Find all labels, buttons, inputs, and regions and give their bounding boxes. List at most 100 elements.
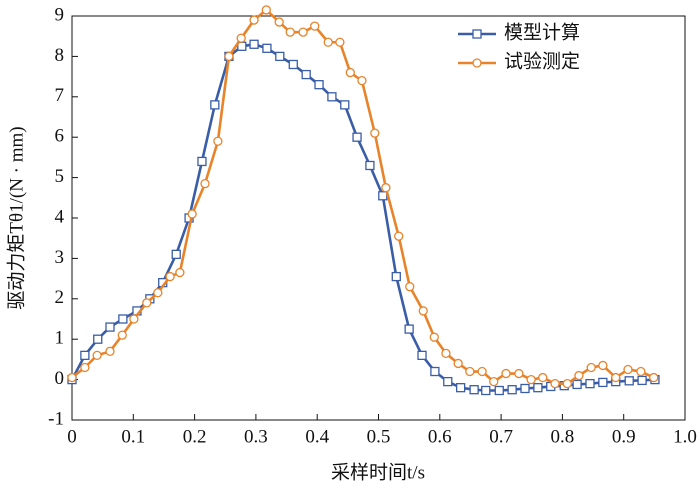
marker — [345, 67, 355, 78]
marker — [129, 314, 139, 324]
marker — [418, 306, 428, 316]
marker — [213, 136, 223, 146]
marker — [514, 368, 524, 379]
x-tick-label: 0.7 — [489, 426, 513, 447]
marker — [405, 282, 415, 292]
marker — [586, 362, 596, 373]
y-tick-label: 8 — [55, 45, 65, 66]
marker — [562, 378, 572, 389]
marker — [429, 332, 439, 342]
y-tick-label: 7 — [55, 85, 65, 106]
x-tick-label: 0.8 — [551, 426, 575, 447]
marker — [598, 377, 608, 388]
marker — [370, 128, 380, 138]
marker — [275, 51, 285, 62]
marker — [624, 376, 634, 386]
marker — [469, 385, 479, 395]
legend-marker — [472, 58, 482, 68]
legend-marker — [472, 29, 482, 39]
marker — [585, 378, 595, 389]
x-tick-label: 0.1 — [121, 426, 145, 447]
marker — [378, 191, 388, 201]
marker — [574, 370, 584, 381]
marker — [236, 33, 246, 43]
marker — [520, 383, 530, 394]
marker — [142, 298, 152, 308]
x-tick-label: 0.4 — [305, 426, 329, 447]
marker — [118, 314, 128, 324]
x-tick-label: 0.2 — [183, 426, 207, 447]
marker — [117, 330, 127, 340]
y-tick-label: 2 — [55, 287, 65, 308]
marker — [92, 350, 102, 361]
marker — [550, 378, 560, 389]
marker — [365, 160, 375, 171]
marker — [301, 69, 311, 80]
marker — [93, 334, 103, 344]
marker — [598, 360, 608, 371]
marker — [288, 59, 298, 70]
marker — [455, 383, 466, 393]
marker — [501, 368, 511, 379]
marker — [538, 372, 548, 383]
marker — [481, 385, 491, 396]
marker — [249, 15, 259, 25]
marker — [417, 350, 427, 361]
marker — [465, 366, 475, 377]
marker — [443, 376, 453, 387]
x-tick-label: 1.0 — [673, 426, 697, 447]
marker — [623, 364, 633, 375]
marker — [224, 51, 234, 62]
marker — [489, 376, 499, 387]
marker — [430, 366, 440, 377]
marker — [477, 366, 487, 377]
y-tick-label: 1 — [55, 328, 65, 349]
marker — [171, 249, 181, 260]
y-tick-label: 3 — [55, 247, 65, 268]
marker — [310, 21, 320, 31]
y-tick-label: -1 — [48, 408, 64, 429]
marker — [261, 5, 271, 15]
legend-label: 试验测定 — [504, 50, 580, 72]
marker — [636, 366, 646, 377]
marker — [314, 80, 324, 90]
marker — [572, 379, 582, 390]
marker — [249, 39, 259, 49]
x-tick-label: 0 — [67, 426, 77, 447]
legend-label: 模型计算 — [504, 21, 580, 43]
marker — [285, 27, 295, 37]
marker — [391, 271, 401, 282]
marker — [80, 362, 90, 373]
marker — [533, 383, 543, 393]
y-axis-label: 驱动力矩Tθ1/(N · mm) — [5, 126, 27, 309]
series-line — [70, 42, 656, 392]
marker — [323, 37, 333, 47]
y-tick-label: 5 — [55, 166, 65, 187]
marker — [453, 358, 463, 369]
marker — [611, 372, 621, 383]
marker — [175, 267, 185, 278]
marker — [327, 92, 337, 102]
marker — [67, 372, 77, 383]
y-tick-label: 0 — [55, 368, 65, 389]
y-tick-label: 4 — [55, 206, 65, 227]
marker — [187, 209, 197, 219]
marker — [340, 100, 350, 110]
marker — [494, 385, 504, 396]
x-tick-label: 0.3 — [244, 426, 268, 447]
marker — [335, 37, 345, 47]
y-tick-label: 6 — [55, 126, 65, 147]
marker — [381, 183, 391, 193]
x-axis-label: 采样时间t/s — [331, 461, 425, 483]
marker — [200, 179, 210, 189]
marker — [165, 271, 175, 282]
x-tick-label: 0.6 — [428, 426, 452, 447]
marker — [298, 27, 308, 37]
marker — [507, 385, 517, 395]
marker — [352, 132, 362, 142]
marker — [197, 156, 207, 167]
x-tick-label: 0.9 — [612, 426, 636, 447]
marker — [404, 324, 414, 334]
marker — [649, 372, 659, 383]
